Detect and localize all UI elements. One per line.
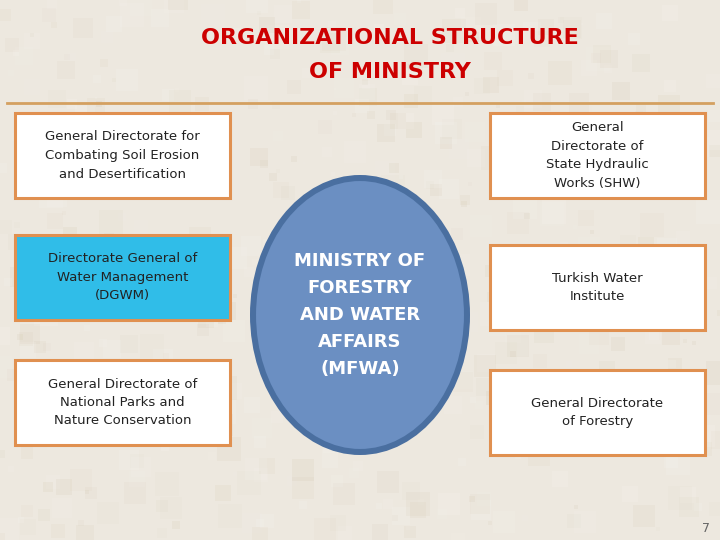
Bar xyxy=(490,113,705,198)
Text: ORGANIZATIONAL STRUCTURE: ORGANIZATIONAL STRUCTURE xyxy=(201,28,579,48)
Text: General Directorate of
National Parks and
Nature Conservation: General Directorate of National Parks an… xyxy=(48,377,197,428)
Text: 7: 7 xyxy=(702,522,710,535)
Bar xyxy=(15,235,230,320)
Bar xyxy=(0,0,720,103)
Text: General Directorate for
Combating Soil Erosion
and Desertification: General Directorate for Combating Soil E… xyxy=(45,131,200,180)
Text: OF MINISTRY: OF MINISTRY xyxy=(309,62,471,82)
Text: General Directorate
of Forestry: General Directorate of Forestry xyxy=(531,397,664,428)
Text: General
Directorate of
State Hydraulic
Works (SHW): General Directorate of State Hydraulic W… xyxy=(546,122,649,190)
Text: Directorate General of
Water Management
(DGWM): Directorate General of Water Management … xyxy=(48,253,197,302)
Ellipse shape xyxy=(255,180,465,450)
Bar xyxy=(15,360,230,445)
Bar xyxy=(15,113,230,198)
Ellipse shape xyxy=(250,175,470,455)
Text: MINISTRY OF
FORESTRY
AND WATER
AFFAIRS
(MFWA): MINISTRY OF FORESTRY AND WATER AFFAIRS (… xyxy=(294,252,426,378)
Text: Turkish Water
Institute: Turkish Water Institute xyxy=(552,272,643,303)
Bar xyxy=(490,370,705,455)
Bar xyxy=(490,245,705,330)
